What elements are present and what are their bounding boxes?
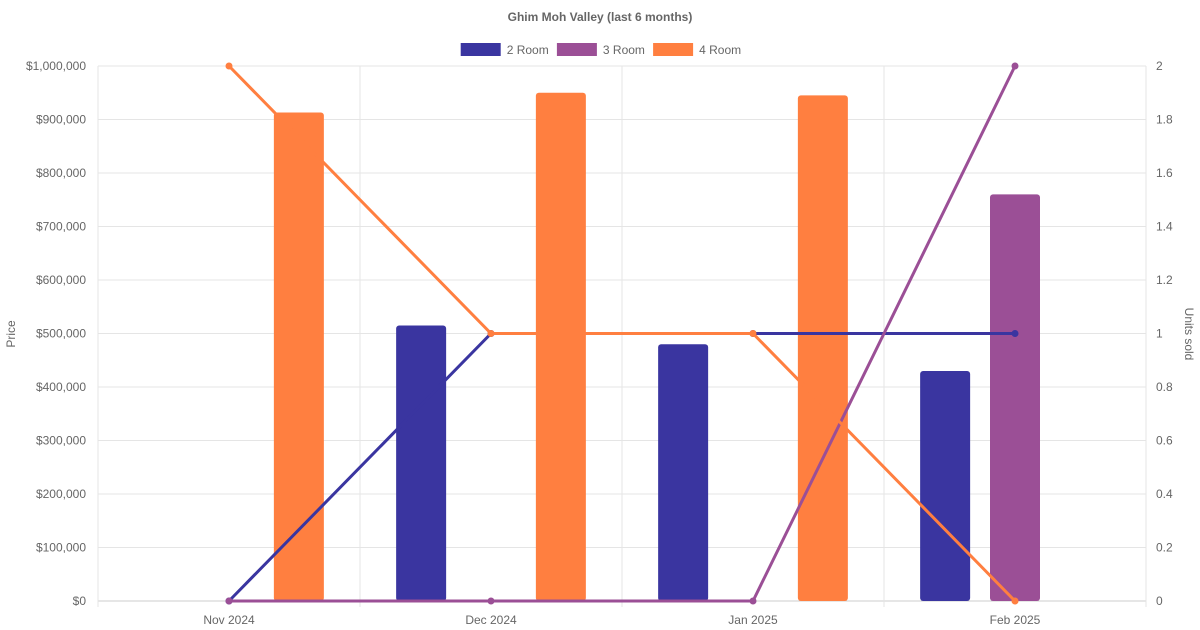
- bar-4-room: [535, 92, 586, 601]
- unit-lines: [225, 62, 1019, 605]
- units-point: [1011, 330, 1019, 337]
- y-right-tick-label: 2: [1156, 59, 1163, 73]
- legend: 2 Room 3 Room 4 Room: [460, 43, 741, 57]
- x-tick-label: Feb 2025: [990, 613, 1041, 627]
- y-right-tick-label: 0.2: [1156, 541, 1173, 555]
- y-right-tick-label: 1.8: [1156, 113, 1173, 127]
- units-point: [749, 597, 757, 605]
- x-tick-label: Jan 2025: [728, 613, 778, 627]
- y-right-tick-label: 1: [1156, 327, 1163, 341]
- legend-swatch: [653, 43, 694, 56]
- y-right-tick-label: 0: [1156, 594, 1163, 608]
- y-right-tick-label: 1.4: [1156, 220, 1173, 234]
- left-axis: $0 $100,000 $200,000 $300,000 $400,000 $500,0…: [26, 59, 86, 608]
- bar-2-room: [396, 325, 447, 601]
- bar-2-room: [658, 344, 709, 601]
- y-left-tick-label: $300,000: [36, 434, 86, 448]
- bar-2-room: [920, 370, 971, 601]
- legend-label: 2 Room: [507, 43, 549, 57]
- units-line-3-room: [229, 65, 1017, 603]
- x-axis: Nov 2024 Dec 2024 Jan 2025 Feb 2025: [203, 613, 1040, 627]
- y-left-tick-label: $0: [73, 594, 87, 608]
- y-left-tick-label: $200,000: [36, 487, 86, 501]
- legend-item[interactable]: 3 Room: [556, 43, 645, 57]
- chart-title: Ghim Moh Valley (last 6 months): [508, 10, 693, 24]
- x-tick-label: Nov 2024: [203, 613, 255, 627]
- legend-label: 4 Room: [699, 43, 741, 57]
- bar-4-room: [797, 95, 848, 602]
- bars: [273, 92, 1040, 602]
- units-point: [749, 330, 757, 337]
- units-point: [225, 62, 233, 70]
- legend-swatch: [556, 43, 597, 56]
- legend-item[interactable]: 2 Room: [460, 43, 549, 57]
- y-axis-right-title: Units sold: [1182, 308, 1196, 361]
- x-tick-label: Dec 2024: [465, 613, 517, 627]
- legend-swatch: [460, 43, 501, 56]
- y-right-tick-label: 0.8: [1156, 380, 1173, 394]
- units-point: [225, 597, 233, 605]
- y-left-tick-label: $900,000: [36, 113, 86, 127]
- units-point: [1011, 62, 1019, 70]
- units-point: [1011, 597, 1019, 605]
- y-right-tick-label: 1.2: [1156, 273, 1173, 287]
- y-left-tick-label: $400,000: [36, 380, 86, 394]
- grid: [97, 65, 1147, 607]
- y-left-tick-label: $600,000: [36, 273, 86, 287]
- y-left-tick-label: $500,000: [36, 327, 86, 341]
- units-point: [487, 597, 495, 605]
- y-right-tick-label: 0.4: [1156, 487, 1173, 501]
- units-line-4-room: [227, 64, 1017, 603]
- legend-label: 3 Room: [603, 43, 645, 57]
- bar-3-room: [990, 194, 1040, 601]
- legend-item[interactable]: 4 Room: [653, 43, 741, 57]
- y-right-tick-label: 1.6: [1156, 166, 1173, 180]
- y-left-tick-label: $700,000: [36, 220, 86, 234]
- y-left-tick-label: $100,000: [36, 541, 86, 555]
- y-left-tick-label: $800,000: [36, 166, 86, 180]
- y-left-tick-label: $1,000,000: [26, 59, 86, 73]
- y-right-tick-label: 0.6: [1156, 434, 1173, 448]
- bar-4-room: [273, 112, 324, 602]
- units-point: [487, 330, 495, 337]
- right-axis: 0 0.2 0.4 0.6 0.8 1 1.2 1.4 1.6 1.8 2: [1156, 59, 1173, 608]
- y-axis-left-title: Price: [4, 320, 18, 348]
